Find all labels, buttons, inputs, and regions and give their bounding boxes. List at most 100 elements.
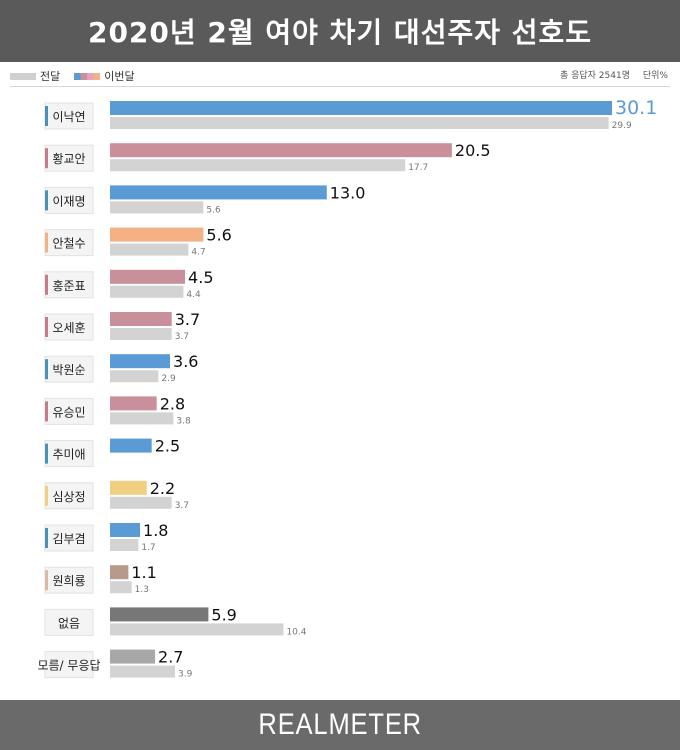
category-label: 오세훈: [52, 321, 85, 335]
category-box: [44, 355, 94, 383]
legend-curr-label: 이번달: [104, 70, 135, 83]
header-divider: [10, 86, 670, 87]
chart-meta: 총 응답자 2541명 단위%: [550, 68, 668, 81]
legend-curr-swatch: [74, 72, 101, 80]
category-box: [44, 566, 94, 594]
bar-previous: [110, 623, 284, 636]
chart-header: 2020년 2월 여야 차기 대선주자 선호도: [0, 0, 680, 62]
category-label: 김부겸: [52, 532, 85, 546]
bar-current-label: 2.5: [155, 437, 180, 456]
brand-logo: REALMETER: [258, 708, 422, 741]
category-marker: [45, 317, 48, 337]
chart-title: 2020년 2월 여야 차기 대선주자 선호도: [87, 16, 593, 49]
bar-previous-label: 1.3: [135, 585, 149, 595]
bar-previous: [110, 201, 204, 214]
category-marker: [45, 190, 48, 211]
category-box: [44, 482, 94, 510]
bar-current-label: 5.9: [211, 605, 236, 624]
bar-previous: [110, 496, 172, 509]
bar-previous-label: 3.7: [175, 332, 189, 342]
category-label: 추미애: [52, 448, 85, 462]
category-label: 심상정: [52, 490, 85, 504]
bar-current-label: 1.8: [143, 521, 168, 540]
bar-current-label: 20.5: [455, 141, 491, 160]
bar-current-label: 5.6: [206, 226, 231, 245]
unit-note: 단위%: [642, 71, 668, 81]
category-marker: [45, 570, 48, 591]
bar-previous: [110, 328, 172, 340]
legend-prev-swatch: [10, 72, 36, 80]
bar-previous-label: 2.9: [161, 374, 176, 384]
bar-current: [110, 312, 172, 326]
category-label: 원희룡: [52, 574, 85, 588]
bar-current-label: 1.1: [131, 563, 156, 582]
bar-previous: [110, 159, 406, 172]
category-box: [44, 440, 94, 468]
category-label: 유승민: [52, 405, 85, 419]
category-box: [44, 608, 94, 636]
category-box: [44, 651, 94, 679]
bar-previous-label: 3.7: [175, 501, 189, 511]
category-marker: [45, 232, 48, 253]
category-marker: [45, 274, 48, 295]
bar-current: [110, 269, 186, 284]
bar-previous-label: 10.4: [286, 627, 306, 637]
category-label: 황교안: [52, 152, 85, 166]
category-box: [44, 144, 94, 172]
category-label: 홍준표: [52, 279, 85, 293]
bar-previous: [110, 243, 189, 256]
bar-current: [110, 185, 327, 200]
category-label: 박원순: [52, 363, 85, 377]
bar-previous: [110, 117, 609, 129]
bar-current: [110, 101, 612, 115]
bar-previous: [110, 285, 184, 298]
bar-previous-label: 3.8: [176, 416, 191, 426]
bar-current-label: 3.7: [175, 310, 200, 329]
bar-current: [110, 480, 147, 495]
category-marker: [45, 528, 48, 548]
bar-current-label: 2.8: [160, 394, 185, 413]
bar-previous-label: 4.7: [191, 248, 205, 258]
bar-current: [110, 396, 157, 411]
footer: REALMETER: [0, 700, 680, 750]
bar-previous-label: 5.6: [206, 205, 221, 215]
bar-current: [110, 227, 204, 242]
category-box: [44, 102, 94, 130]
category-label: 안철수: [52, 237, 85, 251]
category-label: 이재명: [52, 194, 85, 208]
bar-previous: [110, 412, 174, 425]
category-marker: [45, 485, 48, 506]
category-marker: [45, 443, 48, 464]
bar-current: [110, 649, 156, 664]
category-box: [44, 313, 94, 341]
bar-previous-label: 1.7: [141, 543, 155, 553]
bar-previous-label: 29.9: [612, 121, 632, 131]
legend-prev-label: 전달: [40, 70, 61, 83]
bar-previous-label: 4.4: [186, 290, 201, 300]
bar-current-label: 13.0: [330, 183, 366, 202]
category-label: 이낙연: [52, 110, 85, 124]
legend: 전달 이번달: [10, 68, 149, 84]
bar-current-label: 4.5: [188, 268, 213, 287]
category-label: 없음: [58, 616, 80, 630]
bar-current: [110, 565, 129, 580]
bar-current-label: 2.7: [158, 648, 183, 667]
bar-previous: [110, 581, 132, 594]
bar-previous: [110, 665, 176, 678]
category-box: [44, 271, 94, 299]
bar-previous: [110, 539, 139, 551]
bar-current-label: 3.6: [173, 352, 198, 371]
category-marker: [45, 148, 48, 169]
respondents-note: 총 응답자 2541명: [559, 71, 630, 81]
category-box: [44, 229, 94, 257]
bar-current: [110, 607, 209, 622]
bar-previous: [110, 370, 159, 383]
category-marker: [45, 106, 48, 126]
category-marker: [45, 401, 48, 422]
category-marker: [45, 359, 48, 380]
bar-previous-label: 3.9: [178, 670, 193, 680]
bar-current: [110, 143, 452, 158]
bar-current: [110, 438, 152, 453]
category-label: 모름/ 무응답: [37, 659, 100, 673]
bar-current: [110, 354, 171, 369]
